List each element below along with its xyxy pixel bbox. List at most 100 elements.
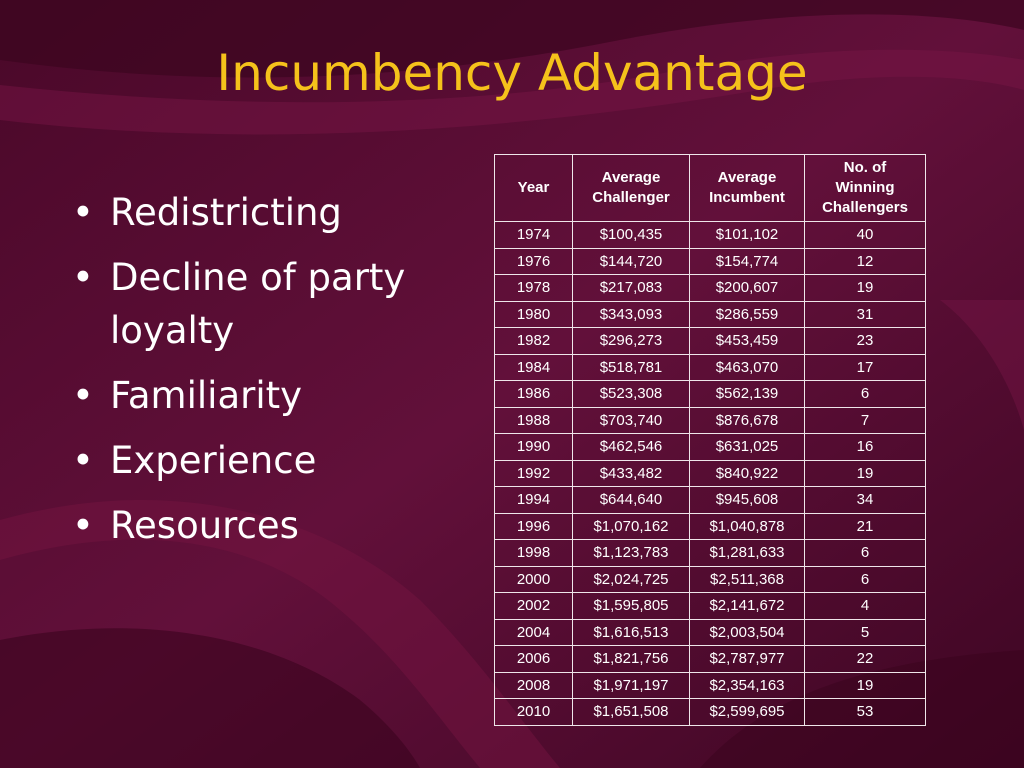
table-row: 1974 $100,435 $101,102 40: [494, 221, 926, 249]
bullet-item: Resources: [72, 499, 472, 552]
header-average-incumbent: Average Incumbent: [689, 154, 805, 222]
bullet-item: Experience: [72, 434, 472, 487]
table-row: 2004 $1,616,513 $2,003,504 5: [494, 618, 926, 646]
cell-year: 2004: [494, 618, 573, 646]
cell-incumbent: $2,599,695: [689, 698, 805, 726]
table-row: 1982 $296,273 $453,459 23: [494, 327, 926, 355]
cell-incumbent: $562,139: [689, 380, 805, 408]
cell-challenger: $644,640: [572, 486, 690, 514]
bullet-item: Decline of party loyalty: [72, 251, 472, 357]
table-row: 2002 $1,595,805 $2,141,672 4: [494, 592, 926, 620]
cell-winners: 6: [804, 380, 926, 408]
cell-challenger: $433,482: [572, 459, 690, 487]
cell-year: 1988: [494, 406, 573, 434]
cell-winners: 40: [804, 221, 926, 249]
cell-challenger: $1,070,162: [572, 512, 690, 540]
cell-incumbent: $286,559: [689, 300, 805, 328]
cell-year: 2006: [494, 645, 573, 673]
cell-incumbent: $1,040,878: [689, 512, 805, 540]
cell-challenger: $296,273: [572, 327, 690, 355]
cell-incumbent: $840,922: [689, 459, 805, 487]
table-header-row: Year Average Challenger Average Incumben…: [494, 154, 926, 222]
table-row: 2006 $1,821,756 $2,787,977 22: [494, 645, 926, 673]
cell-incumbent: $1,281,633: [689, 539, 805, 567]
cell-winners: 16: [804, 433, 926, 461]
cell-year: 1992: [494, 459, 573, 487]
cell-winners: 6: [804, 565, 926, 593]
header-winning-challengers: No. of Winning Challengers: [804, 154, 926, 222]
cell-winners: 22: [804, 645, 926, 673]
cell-challenger: $1,616,513: [572, 618, 690, 646]
cell-winners: 34: [804, 486, 926, 514]
cell-winners: 21: [804, 512, 926, 540]
cell-incumbent: $2,511,368: [689, 565, 805, 593]
cell-challenger: $217,083: [572, 274, 690, 302]
header-winning-challengers-label: No. of Winning Challengers: [822, 159, 908, 216]
table-row: 1986 $523,308 $562,139 6: [494, 380, 926, 408]
cell-year: 1980: [494, 300, 573, 328]
cell-year: 1984: [494, 353, 573, 381]
cell-challenger: $523,308: [572, 380, 690, 408]
table-row: 1994 $644,640 $945,608 34: [494, 486, 926, 514]
table-row: 1990 $462,546 $631,025 16: [494, 433, 926, 461]
cell-incumbent: $2,354,163: [689, 671, 805, 699]
table-row: 1984 $518,781 $463,070 17: [494, 353, 926, 381]
cell-challenger: $1,595,805: [572, 592, 690, 620]
header-average-challenger: Average Challenger: [572, 154, 690, 222]
cell-incumbent: $945,608: [689, 486, 805, 514]
cell-challenger: $144,720: [572, 247, 690, 275]
bullet-item: Redistricting: [72, 186, 472, 239]
cell-challenger: $462,546: [572, 433, 690, 461]
cell-challenger: $2,024,725: [572, 565, 690, 593]
cell-year: 1974: [494, 221, 573, 249]
cell-winners: 12: [804, 247, 926, 275]
table-row: 1976 $144,720 $154,774 12: [494, 247, 926, 275]
table-row: 1988 $703,740 $876,678 7: [494, 406, 926, 434]
cell-incumbent: $631,025: [689, 433, 805, 461]
cell-incumbent: $2,003,504: [689, 618, 805, 646]
header-average-challenger-label: Average Challenger: [592, 169, 670, 206]
cell-challenger: $1,821,756: [572, 645, 690, 673]
cell-challenger: $703,740: [572, 406, 690, 434]
cell-challenger: $1,651,508: [572, 698, 690, 726]
bullet-item: Familiarity: [72, 369, 472, 422]
table-row: 1998 $1,123,783 $1,281,633 6: [494, 539, 926, 567]
bullet-list: Redistricting Decline of party loyalty F…: [72, 186, 472, 564]
cell-year: 1982: [494, 327, 573, 355]
cell-incumbent: $154,774: [689, 247, 805, 275]
cell-incumbent: $463,070: [689, 353, 805, 381]
cell-winners: 23: [804, 327, 926, 355]
cell-winners: 19: [804, 274, 926, 302]
cell-year: 1996: [494, 512, 573, 540]
table-row: 1978 $217,083 $200,607 19: [494, 274, 926, 302]
header-average-incumbent-label: Average Incumbent: [709, 169, 785, 206]
cell-winners: 19: [804, 671, 926, 699]
cell-incumbent: $876,678: [689, 406, 805, 434]
table-row: 1980 $343,093 $286,559 31: [494, 300, 926, 328]
cell-year: 2008: [494, 671, 573, 699]
header-year: Year: [494, 154, 573, 222]
cell-winners: 5: [804, 618, 926, 646]
cell-winners: 7: [804, 406, 926, 434]
cell-year: 1978: [494, 274, 573, 302]
cell-winners: 17: [804, 353, 926, 381]
cell-incumbent: $200,607: [689, 274, 805, 302]
cell-winners: 53: [804, 698, 926, 726]
table-row: 1992 $433,482 $840,922 19: [494, 459, 926, 487]
cell-year: 2000: [494, 565, 573, 593]
cell-winners: 4: [804, 592, 926, 620]
cell-challenger: $1,123,783: [572, 539, 690, 567]
campaign-spending-table: Year Average Challenger Average Incumben…: [494, 154, 926, 726]
table-row: 2008 $1,971,197 $2,354,163 19: [494, 671, 926, 699]
cell-winners: 19: [804, 459, 926, 487]
table-row: 2010 $1,651,508 $2,599,695 53: [494, 698, 926, 726]
cell-year: 2010: [494, 698, 573, 726]
cell-challenger: $343,093: [572, 300, 690, 328]
cell-challenger: $1,971,197: [572, 671, 690, 699]
cell-year: 2002: [494, 592, 573, 620]
cell-incumbent: $2,141,672: [689, 592, 805, 620]
cell-year: 1986: [494, 380, 573, 408]
slide-title: Incumbency Advantage: [216, 44, 808, 102]
table-row: 2000 $2,024,725 $2,511,368 6: [494, 565, 926, 593]
cell-year: 1994: [494, 486, 573, 514]
